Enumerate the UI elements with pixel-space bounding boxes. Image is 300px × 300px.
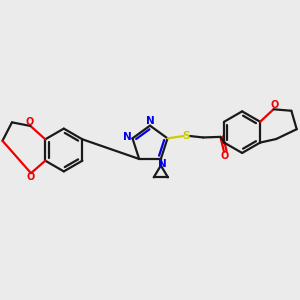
Text: O: O	[220, 151, 228, 161]
Text: O: O	[26, 172, 34, 182]
Text: O: O	[270, 100, 278, 110]
Text: N: N	[123, 132, 132, 142]
Text: S: S	[182, 131, 190, 141]
Text: N: N	[146, 116, 154, 126]
Text: O: O	[26, 117, 34, 127]
Text: N: N	[158, 159, 167, 169]
